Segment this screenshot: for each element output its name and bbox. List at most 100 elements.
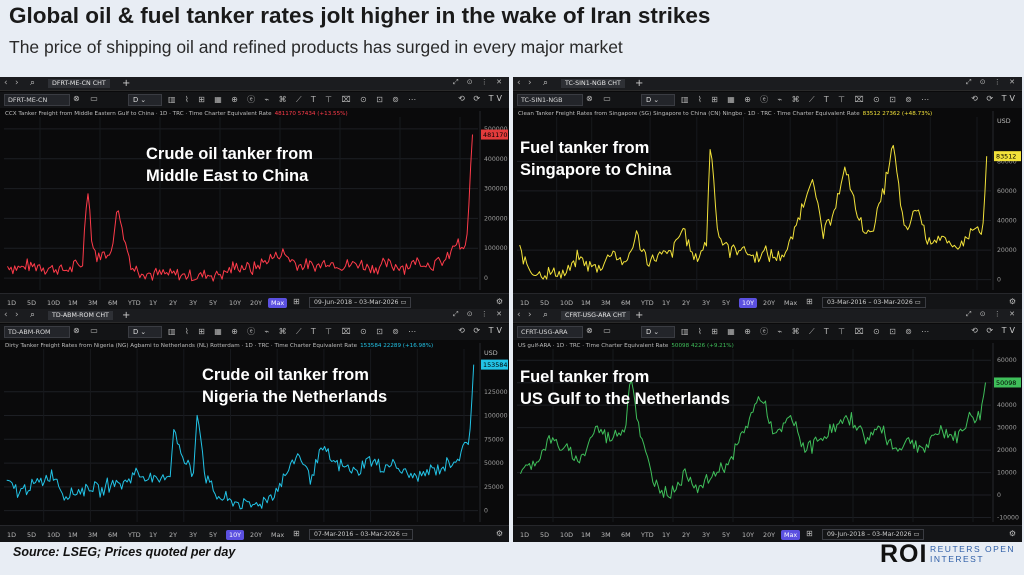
range-button-5y[interactable]: 5Y <box>722 299 730 307</box>
range-button-3m[interactable]: 3M <box>88 531 98 539</box>
range-button-3m[interactable]: 3M <box>601 299 611 307</box>
range-button-ytd[interactable]: YTD <box>641 299 654 307</box>
range-button-10d[interactable]: 10D <box>47 531 61 539</box>
back-arrow-icon[interactable]: ‹ <box>4 310 8 320</box>
ric-action-icons[interactable]: ⊗ ▭ <box>73 326 102 335</box>
range-button-1m[interactable]: 1M <box>581 299 591 307</box>
undo-redo-icons[interactable]: ⟲ ⟳ TV <box>458 94 505 103</box>
forward-arrow-icon[interactable]: › <box>528 310 532 320</box>
window-controls[interactable]: ⤢ ⊙ ⋮ ✕ <box>965 78 1018 86</box>
range-button-2y[interactable]: 2Y <box>682 531 690 539</box>
range-button-10d[interactable]: 10D <box>560 531 574 539</box>
range-button-10y[interactable]: 10Y <box>742 531 755 539</box>
search-icon[interactable]: ⌕ <box>30 78 36 88</box>
chart-tab[interactable]: TC-SIN1-NGB CHT <box>561 79 625 88</box>
back-arrow-icon[interactable]: ‹ <box>517 310 521 320</box>
range-button-20y[interactable]: 20Y <box>250 299 263 307</box>
drawing-tools-icons[interactable]: ▥ ⌇ ⊞ ▦ ⊕ ⓔ ⌁ ⌘ ⟋ T ⊤ ⌧ ⊙ ⊡ ⊚ ⋯ <box>681 95 933 104</box>
settings-icon[interactable]: ⚙ <box>495 529 503 538</box>
undo-redo-icons[interactable]: ⟲ ⟳ TV <box>458 326 505 335</box>
settings-icon[interactable]: ⚙ <box>1008 297 1016 306</box>
calendar-grid-icon[interactable]: ⊞ <box>293 529 300 538</box>
range-button-10y[interactable]: 10Y <box>739 298 758 308</box>
date-range-picker[interactable]: 09-Jun-2018 – 03-Mar-2026 ▭ <box>822 529 925 540</box>
range-button-6m[interactable]: 6M <box>621 531 631 539</box>
range-button-1m[interactable]: 1M <box>68 299 78 307</box>
back-arrow-icon[interactable]: ‹ <box>517 78 521 88</box>
range-button-5d[interactable]: 5D <box>27 531 36 539</box>
range-button-3y[interactable]: 3Y <box>189 531 197 539</box>
range-button-1d[interactable]: 1D <box>7 531 16 539</box>
search-icon[interactable]: ⌕ <box>543 310 549 320</box>
drawing-tools-icons[interactable]: ▥ ⌇ ⊞ ▦ ⊕ ⓔ ⌁ ⌘ ⟋ T ⊤ ⌧ ⊙ ⊡ ⊚ ⋯ <box>681 327 933 336</box>
forward-arrow-icon[interactable]: › <box>15 78 19 88</box>
add-tab-icon[interactable]: + <box>122 310 131 321</box>
window-controls[interactable]: ⤢ ⊙ ⋮ ✕ <box>452 310 505 318</box>
range-button-1d[interactable]: 1D <box>520 531 529 539</box>
add-tab-icon[interactable]: + <box>635 310 644 321</box>
interval-select[interactable]: D ⌄ <box>641 94 675 106</box>
forward-arrow-icon[interactable]: › <box>15 310 19 320</box>
back-arrow-icon[interactable]: ‹ <box>4 78 8 88</box>
range-button-6m[interactable]: 6M <box>108 531 118 539</box>
interval-select[interactable]: D ⌄ <box>128 326 162 338</box>
range-button-6m[interactable]: 6M <box>621 299 631 307</box>
range-button-1y[interactable]: 1Y <box>149 299 157 307</box>
interval-select[interactable]: D ⌄ <box>128 94 162 106</box>
range-button-2y[interactable]: 2Y <box>169 299 177 307</box>
forward-arrow-icon[interactable]: › <box>528 78 532 88</box>
range-button-1y[interactable]: 1Y <box>662 299 670 307</box>
range-button-1d[interactable]: 1D <box>520 299 529 307</box>
undo-redo-icons[interactable]: ⟲ ⟳ TV <box>971 94 1018 103</box>
settings-icon[interactable]: ⚙ <box>495 297 503 306</box>
calendar-grid-icon[interactable]: ⊞ <box>806 529 813 538</box>
search-icon[interactable]: ⌕ <box>30 310 36 320</box>
settings-icon[interactable]: ⚙ <box>1008 529 1016 538</box>
ric-input[interactable]: DFRT-ME-CN <box>4 94 70 106</box>
range-button-ytd[interactable]: YTD <box>128 531 141 539</box>
ric-input[interactable]: CFRT-USG-ARA <box>517 326 583 338</box>
window-controls[interactable]: ⤢ ⊙ ⋮ ✕ <box>452 78 505 86</box>
window-controls[interactable]: ⤢ ⊙ ⋮ ✕ <box>965 310 1018 318</box>
date-range-picker[interactable]: 07-Mar-2016 – 03-Mar-2026 ▭ <box>309 529 413 540</box>
range-button-1d[interactable]: 1D <box>7 299 16 307</box>
range-button-2y[interactable]: 2Y <box>169 531 177 539</box>
range-button-5d[interactable]: 5D <box>540 299 549 307</box>
add-tab-icon[interactable]: + <box>635 78 644 89</box>
range-button-3y[interactable]: 3Y <box>702 531 710 539</box>
ric-input[interactable]: TD-ABM-ROM <box>4 326 70 338</box>
range-button-20y[interactable]: 20Y <box>250 531 263 539</box>
calendar-grid-icon[interactable]: ⊞ <box>806 297 813 306</box>
date-range-picker[interactable]: 03-Mar-2016 – 03-Mar-2026 ▭ <box>822 297 926 308</box>
drawing-tools-icons[interactable]: ▥ ⌇ ⊞ ▦ ⊕ ⓔ ⌁ ⌘ ⟋ T ⊤ ⌧ ⊙ ⊡ ⊚ ⋯ <box>168 95 420 104</box>
range-button-5y[interactable]: 5Y <box>722 531 730 539</box>
range-button-max[interactable]: Max <box>781 530 801 540</box>
range-button-5d[interactable]: 5D <box>540 531 549 539</box>
range-button-20y[interactable]: 20Y <box>763 531 776 539</box>
search-icon[interactable]: ⌕ <box>543 78 549 88</box>
undo-redo-icons[interactable]: ⟲ ⟳ TV <box>971 326 1018 335</box>
range-button-3y[interactable]: 3Y <box>702 299 710 307</box>
chart-tab[interactable]: DFRT-ME-CN CHT <box>48 79 110 88</box>
range-button-ytd[interactable]: YTD <box>128 299 141 307</box>
range-button-max[interactable]: Max <box>784 299 798 307</box>
range-button-5y[interactable]: 5Y <box>209 531 217 539</box>
range-button-max[interactable]: Max <box>271 531 285 539</box>
range-button-ytd[interactable]: YTD <box>641 531 654 539</box>
ric-action-icons[interactable]: ⊗ ▭ <box>586 326 615 335</box>
range-button-6m[interactable]: 6M <box>108 299 118 307</box>
drawing-tools-icons[interactable]: ▥ ⌇ ⊞ ▦ ⊕ ⓔ ⌁ ⌘ ⟋ T ⊤ ⌧ ⊙ ⊡ ⊚ ⋯ <box>168 327 420 336</box>
range-button-3y[interactable]: 3Y <box>189 299 197 307</box>
range-button-5y[interactable]: 5Y <box>209 299 217 307</box>
range-button-3m[interactable]: 3M <box>88 299 98 307</box>
range-button-10d[interactable]: 10D <box>560 299 574 307</box>
range-button-5d[interactable]: 5D <box>27 299 36 307</box>
chart-tab[interactable]: CFRT-USG-ARA CHT <box>561 311 630 320</box>
range-button-10y[interactable]: 10Y <box>229 299 242 307</box>
ric-input[interactable]: TC-SIN1-NGB <box>517 94 583 106</box>
range-button-1m[interactable]: 1M <box>581 531 591 539</box>
range-button-max[interactable]: Max <box>268 298 288 308</box>
range-button-1y[interactable]: 1Y <box>662 531 670 539</box>
date-range-picker[interactable]: 09-Jun-2018 – 03-Mar-2026 ▭ <box>309 297 412 308</box>
chart-tab[interactable]: TD-ABM-ROM CHT <box>48 311 113 320</box>
